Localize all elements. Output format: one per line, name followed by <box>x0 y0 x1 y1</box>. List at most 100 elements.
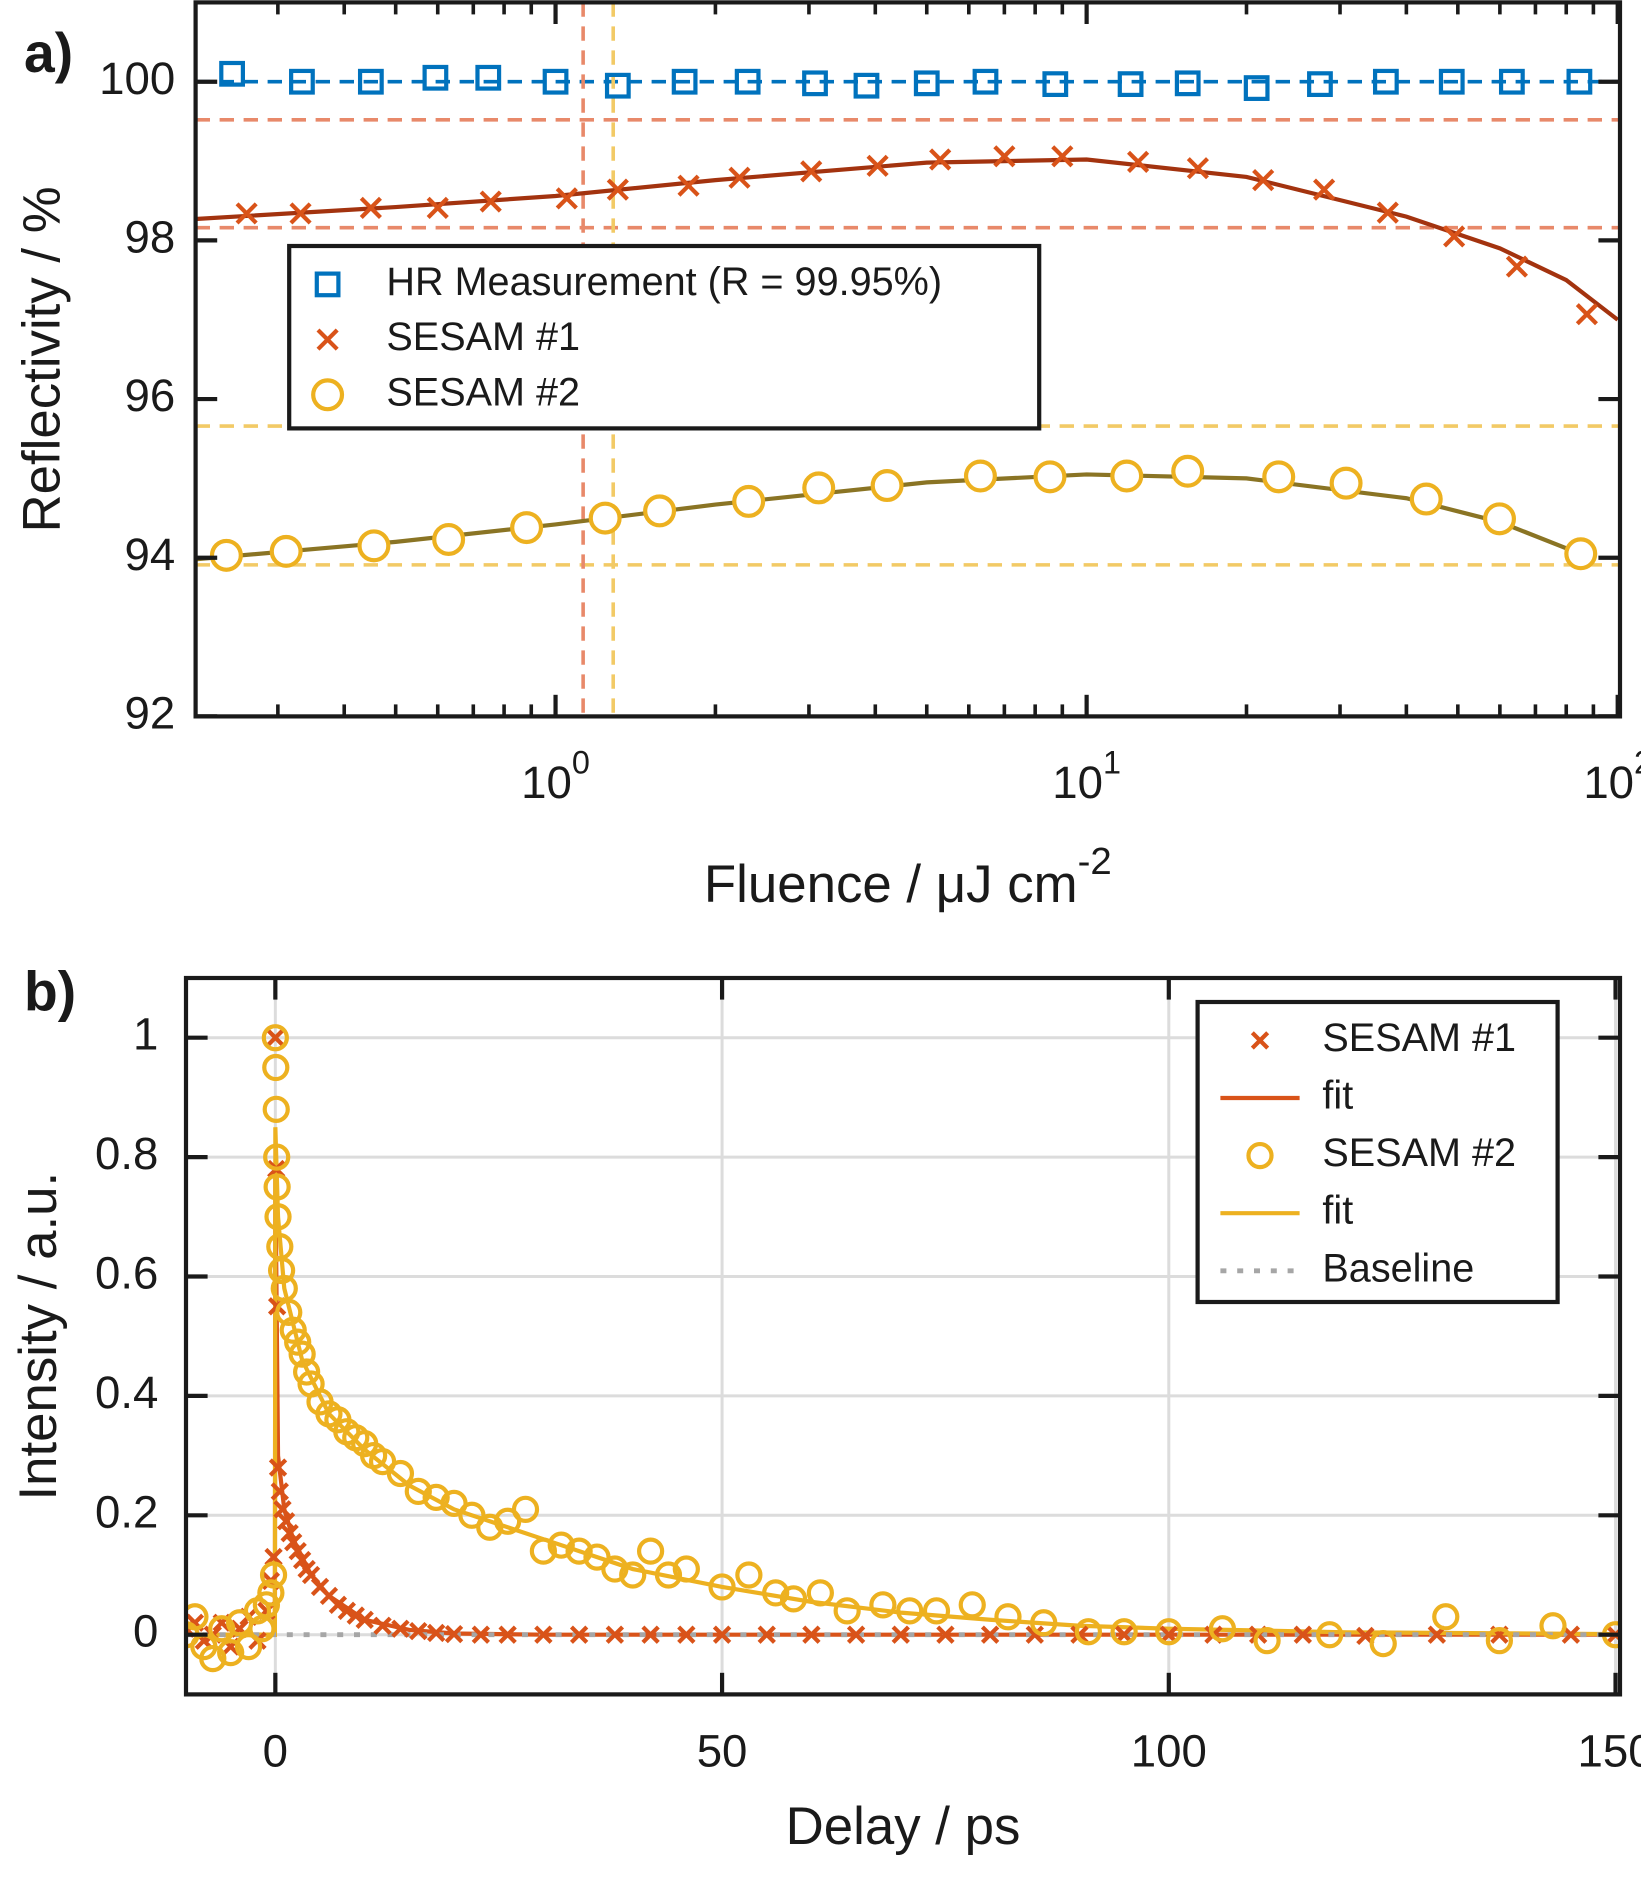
x-tick-exponent: 0 <box>572 744 590 780</box>
marker-x <box>1051 145 1074 168</box>
legend-label: fit <box>1322 1073 1353 1117</box>
y-tick-label: 96 <box>124 370 175 421</box>
marker-circle <box>1564 537 1598 571</box>
y-tick-label: 0.6 <box>95 1248 158 1299</box>
marker-circle <box>1171 454 1205 488</box>
marker-x <box>757 1625 776 1644</box>
x-tick-base: 10 <box>1052 757 1103 808</box>
marker-x <box>292 1550 312 1570</box>
marker-x <box>846 1625 866 1644</box>
x-axis-label: Delay / ps <box>786 1797 1021 1856</box>
x-axis-label-text: Fluence / μJ cm <box>704 855 1078 914</box>
marker-circle <box>1246 1141 1274 1170</box>
marker-circle <box>1110 459 1144 493</box>
x-tick-label: 100 <box>1131 1725 1207 1776</box>
panel: 0 50 100 150 0 0.2 0.4 0.6 0.8 1 b) Intensity / a.u… <box>9 961 1641 1856</box>
legend: SESAM #1 fit SESAM #2 fit Baseline <box>1195 999 1560 1305</box>
marker-circle <box>1329 466 1363 500</box>
marker-x <box>498 1625 517 1644</box>
marker-x <box>891 1625 910 1644</box>
marker-x <box>1025 1625 1044 1644</box>
marker-x <box>1376 201 1399 224</box>
marker-circle <box>1432 1603 1460 1631</box>
legend-label: SESAM #2 <box>1322 1131 1516 1175</box>
marker-x <box>268 1458 288 1477</box>
marker-square <box>314 271 341 298</box>
y-axis-label: Intensity / a.u. <box>9 1172 68 1501</box>
marker-square <box>1438 68 1465 95</box>
marker-circle <box>732 484 766 518</box>
marker-square <box>1243 75 1270 101</box>
marker-x <box>929 148 952 171</box>
x-tick-label: 150 <box>1577 1725 1641 1776</box>
marker-square <box>802 70 828 97</box>
marker-square <box>1566 68 1593 95</box>
marker-circle <box>922 1597 951 1625</box>
marker-square <box>913 70 940 97</box>
marker-circle <box>1030 1609 1058 1637</box>
marker-circle <box>529 1537 558 1565</box>
marker-x <box>301 1565 321 1585</box>
marker-circle <box>565 1537 593 1565</box>
marker-circle <box>476 1513 504 1541</box>
x-tick-label: 0 <box>263 1725 288 1776</box>
marker-square <box>475 64 502 91</box>
marker-circle <box>601 1555 629 1583</box>
y-tick-label: 0.4 <box>95 1367 158 1418</box>
marker-x <box>273 1500 292 1519</box>
marker-circle <box>802 471 836 505</box>
marker-x <box>266 1028 285 1047</box>
marker-circle <box>1539 1612 1567 1640</box>
marker-x <box>1443 225 1466 248</box>
y-tick-label: 0.8 <box>95 1128 158 1179</box>
marker-circle <box>259 1561 288 1589</box>
marker-circle <box>1033 460 1067 494</box>
y-tick-label: 0.2 <box>95 1486 158 1537</box>
legend-box <box>1195 999 1560 1305</box>
marker-x <box>800 160 823 183</box>
x-tick-label: 102 <box>1583 744 1641 808</box>
marker-x <box>426 196 449 219</box>
marker-square <box>671 68 698 95</box>
x-tick-base: 10 <box>1583 757 1634 808</box>
marker-circle <box>963 459 997 493</box>
marker-x <box>555 187 578 210</box>
panel: 10010110292949698100a)Reflectivity / %Fl… <box>13 0 1641 914</box>
marker-circle <box>510 511 544 545</box>
x-axis-label-sup: -2 <box>1078 840 1112 883</box>
legend-label: HR Measurement (R = 99.95%) <box>386 260 942 304</box>
marker-circle <box>636 1537 665 1565</box>
marker-circle <box>257 1579 285 1607</box>
marker-x <box>479 190 502 213</box>
marker-circle <box>386 1459 415 1488</box>
marker-square <box>853 72 880 99</box>
marker-circle <box>199 1644 227 1673</box>
marker-x <box>1127 150 1150 173</box>
marker-circle <box>432 522 466 556</box>
marker-square <box>289 68 315 95</box>
marker-x <box>569 1625 589 1644</box>
marker-square <box>1372 68 1399 95</box>
legend: HR Measurement (R = 99.95%) SESAM #1 SESAM… <box>287 243 1042 431</box>
marker-square <box>972 68 999 95</box>
axes-box <box>193 0 1623 719</box>
marker-circle <box>275 1298 303 1326</box>
marker-x <box>1252 169 1275 192</box>
marker-circle <box>288 1340 316 1368</box>
x-tick-label: 50 <box>697 1725 748 1776</box>
marker-circle <box>1483 502 1517 536</box>
marker-circle <box>269 534 303 568</box>
marker-circle <box>779 1585 808 1613</box>
marker-square <box>542 68 569 95</box>
plot-area <box>186 1024 1620 1673</box>
marker-square <box>1307 71 1333 98</box>
panel-label: b) <box>24 961 76 1023</box>
marker-x <box>936 1625 955 1644</box>
marker-x <box>355 1610 374 1629</box>
marker-x <box>471 1625 491 1644</box>
marker-x <box>677 1625 696 1644</box>
marker-circle <box>1208 1615 1237 1643</box>
marker-square <box>422 64 449 91</box>
marker-x <box>409 1621 428 1641</box>
marker-circle <box>279 1316 307 1344</box>
